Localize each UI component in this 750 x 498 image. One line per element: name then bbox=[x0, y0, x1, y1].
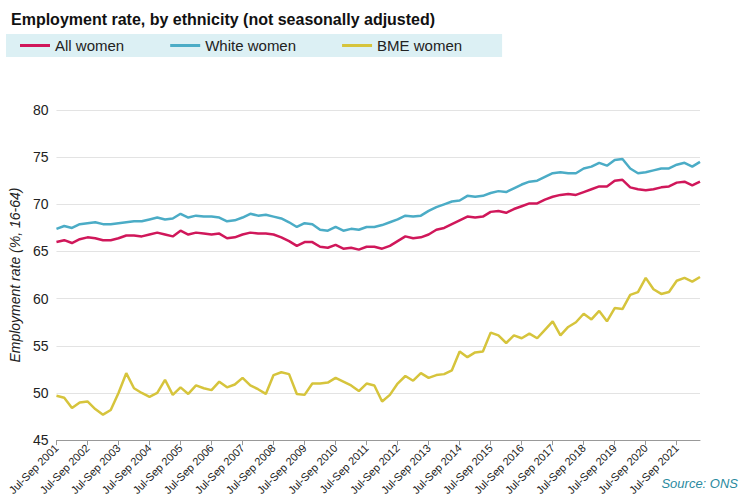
svg-text:Jul-Sep 2006: Jul-Sep 2006 bbox=[161, 441, 216, 497]
svg-text:Jul-Sep 2004: Jul-Sep 2004 bbox=[99, 441, 154, 497]
svg-text:Jul-Sep 2001: Jul-Sep 2001 bbox=[6, 441, 61, 497]
svg-text:Jul-Sep 2020: Jul-Sep 2020 bbox=[595, 441, 650, 497]
svg-text:80: 80 bbox=[33, 102, 49, 118]
svg-text:Jul-Sep 2014: Jul-Sep 2014 bbox=[409, 441, 464, 497]
svg-text:Jul-Sep 2009: Jul-Sep 2009 bbox=[254, 441, 309, 497]
svg-text:Jul-Sep 2010: Jul-Sep 2010 bbox=[285, 441, 340, 497]
svg-text:50: 50 bbox=[33, 385, 49, 401]
svg-text:White women: White women bbox=[205, 37, 296, 54]
svg-text:Jul-Sep 2018: Jul-Sep 2018 bbox=[533, 441, 588, 497]
svg-text:Jul-Sep 2007: Jul-Sep 2007 bbox=[192, 441, 247, 497]
svg-text:55: 55 bbox=[33, 338, 49, 354]
svg-text:60: 60 bbox=[33, 291, 49, 307]
svg-text:Jul-Sep 2008: Jul-Sep 2008 bbox=[223, 441, 278, 497]
svg-text:Jul-Sep 2011: Jul-Sep 2011 bbox=[317, 441, 371, 496]
svg-text:Jul-Sep 2021: Jul-Sep 2021 bbox=[627, 442, 681, 496]
svg-text:BME women: BME women bbox=[377, 37, 462, 54]
svg-text:Jul-Sep 2016: Jul-Sep 2016 bbox=[471, 441, 526, 497]
svg-text:Jul-Sep 2017: Jul-Sep 2017 bbox=[502, 441, 557, 497]
svg-text:Jul-Sep 2019: Jul-Sep 2019 bbox=[564, 441, 619, 497]
svg-text:70: 70 bbox=[33, 196, 49, 212]
svg-text:Jul-Sep 2012: Jul-Sep 2012 bbox=[347, 441, 402, 497]
svg-text:Employment rate, by ethnicity: Employment rate, by ethnicity (not seaso… bbox=[11, 11, 435, 28]
svg-text:75: 75 bbox=[33, 149, 49, 165]
svg-text:Jul-Sep 2005: Jul-Sep 2005 bbox=[130, 441, 185, 497]
svg-text:Jul-Sep 2003: Jul-Sep 2003 bbox=[68, 441, 123, 497]
svg-text:Employment rate (%, 16-64): Employment rate (%, 16-64) bbox=[7, 188, 23, 363]
svg-text:65: 65 bbox=[33, 243, 49, 259]
svg-text:All women: All women bbox=[55, 37, 124, 54]
svg-text:Jul-Sep 2002: Jul-Sep 2002 bbox=[37, 441, 92, 497]
svg-text:Source: ONS: Source: ONS bbox=[661, 476, 738, 491]
svg-text:Jul-Sep 2015: Jul-Sep 2015 bbox=[440, 441, 495, 497]
svg-text:45: 45 bbox=[33, 432, 49, 448]
svg-text:Jul-Sep 2013: Jul-Sep 2013 bbox=[378, 441, 433, 497]
